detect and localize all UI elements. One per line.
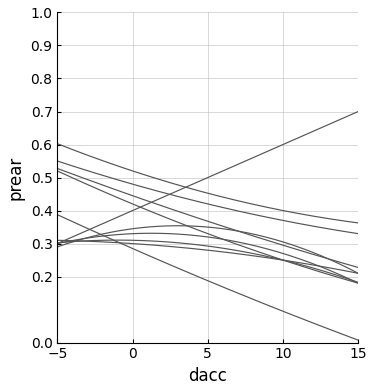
X-axis label: dacc: dacc (188, 367, 227, 385)
Y-axis label: prear: prear (7, 155, 25, 200)
